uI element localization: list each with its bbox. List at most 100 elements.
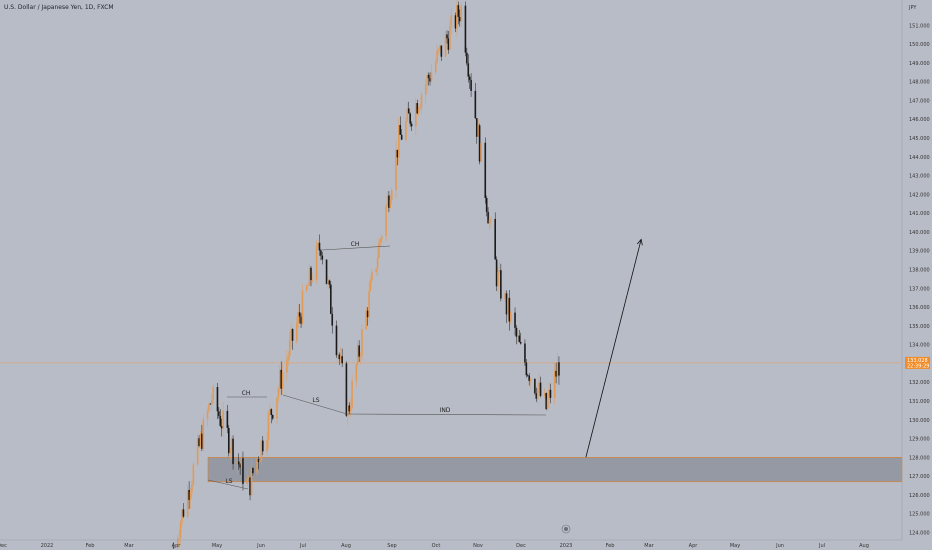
candle-body xyxy=(410,123,413,127)
y-tick-label: 131.000 xyxy=(909,399,930,405)
candle-body xyxy=(186,490,189,517)
candle-body xyxy=(509,312,512,322)
candle-body xyxy=(389,200,392,208)
candle-body xyxy=(232,438,234,465)
candle-body xyxy=(239,464,241,468)
candle-body xyxy=(328,280,331,285)
annotation-ch-2: CH xyxy=(351,241,360,248)
candle-body xyxy=(226,410,229,428)
candle-body xyxy=(548,389,550,400)
candle-body xyxy=(270,409,273,416)
candle-body xyxy=(424,84,427,95)
y-tick-label: 141.000 xyxy=(909,211,930,217)
candle-body xyxy=(287,355,290,360)
candle-body xyxy=(246,479,249,484)
candle-body xyxy=(198,438,200,446)
candle-body xyxy=(191,484,193,493)
candle-body xyxy=(385,205,387,237)
candle-body xyxy=(325,259,328,284)
candles xyxy=(172,0,560,550)
candle-body xyxy=(534,378,536,394)
annotation-ls-1: LS xyxy=(225,478,232,485)
ls-line-2 xyxy=(282,394,348,415)
candle-body xyxy=(196,438,199,465)
candle-body xyxy=(419,106,421,109)
candle-body xyxy=(480,142,482,162)
candle-body xyxy=(208,403,210,411)
candle-body xyxy=(348,405,351,412)
candle-body xyxy=(259,460,261,463)
candle-body xyxy=(519,342,522,344)
y-tick-label: 130.000 xyxy=(909,418,930,424)
candle-body xyxy=(201,433,203,449)
candle-body xyxy=(416,103,419,114)
candle-body xyxy=(222,410,224,429)
candle-body xyxy=(468,76,471,80)
candle-body xyxy=(426,74,428,85)
candle-body xyxy=(256,459,258,474)
y-tick-label: 134.000 xyxy=(909,343,930,349)
candle-body xyxy=(429,78,431,82)
candle-body xyxy=(437,49,440,51)
candle-body xyxy=(338,354,341,360)
candle-body xyxy=(553,370,556,398)
candle-body xyxy=(351,380,353,408)
candle-body xyxy=(378,242,380,258)
x-tick-label: Dec xyxy=(0,543,7,549)
candle-body xyxy=(388,195,390,208)
candle-body xyxy=(330,284,332,314)
candle-body xyxy=(390,190,393,201)
candle-body xyxy=(369,280,372,292)
candle-body xyxy=(488,219,491,224)
candle-body xyxy=(236,461,239,465)
y-tick-label: 128.000 xyxy=(909,455,930,461)
projection-arrow-head xyxy=(636,238,643,246)
ls-line-1 xyxy=(207,479,249,490)
candle-body xyxy=(456,5,458,29)
x-tick-label: Feb xyxy=(606,543,615,549)
currency-label: JPY xyxy=(908,5,917,11)
candle-body xyxy=(457,5,460,17)
candle-body xyxy=(458,16,461,22)
x-tick-label: Dec xyxy=(516,543,526,549)
candle-body xyxy=(178,537,180,539)
candle-body xyxy=(260,440,263,461)
price-badge xyxy=(905,356,930,369)
candle-body xyxy=(305,285,308,291)
y-tick-label: 148.000 xyxy=(909,80,930,86)
x-tick-label: Jun xyxy=(775,543,784,549)
chart-title: U.S. Dollar / Japanese Yen, 1D, FXCM xyxy=(4,4,114,11)
candle-body xyxy=(371,271,373,281)
y-tick-label: 138.000 xyxy=(909,268,930,274)
candle-body xyxy=(212,387,215,400)
candle-body xyxy=(206,410,209,420)
candle-body xyxy=(398,125,400,158)
candle-body xyxy=(347,405,349,416)
candle-body xyxy=(454,15,457,29)
y-tick-label: 136.000 xyxy=(909,305,930,311)
candle-body xyxy=(508,297,511,322)
candle-body xyxy=(528,375,530,381)
y-tick-label: 150.000 xyxy=(909,42,930,48)
candle-body xyxy=(549,389,552,398)
x-tick-label: Aug xyxy=(341,543,351,549)
candle-body xyxy=(395,149,397,191)
candle-body xyxy=(308,267,311,286)
candle-body xyxy=(466,52,468,64)
candle-body xyxy=(436,50,438,63)
y-tick-label: 151.000 xyxy=(909,23,930,29)
candle-body xyxy=(376,257,379,269)
candle-body xyxy=(525,362,528,376)
candle-body xyxy=(535,393,538,399)
logo-circle xyxy=(561,524,571,534)
candle-body xyxy=(406,108,409,122)
candle-body xyxy=(365,310,368,330)
candle-body xyxy=(556,362,559,377)
y-tick-label: 143.000 xyxy=(909,174,930,180)
candle-body xyxy=(495,259,498,287)
candle-body xyxy=(318,242,321,251)
candle-body xyxy=(252,467,254,474)
candle-body xyxy=(280,369,283,389)
